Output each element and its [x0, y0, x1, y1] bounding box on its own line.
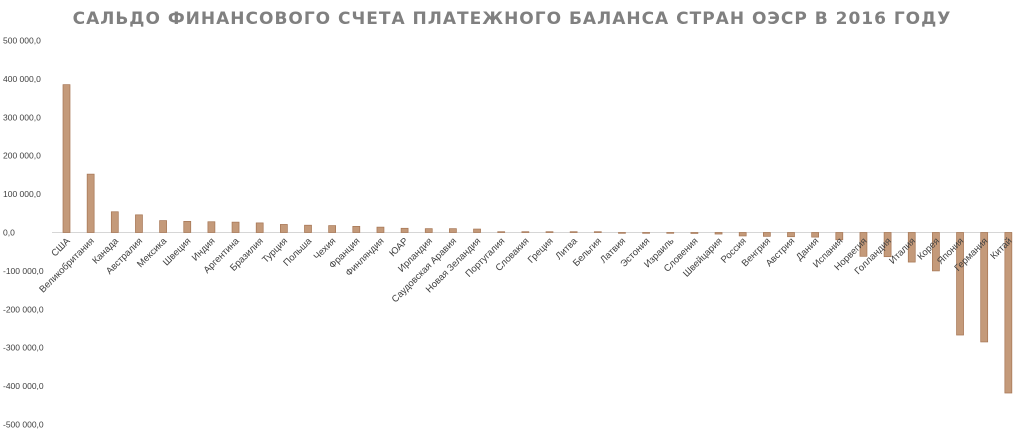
bar: [328, 225, 336, 233]
chart-title: САЛЬДО ФИНАНСОВОГО СЧЕТА ПЛАТЕЖНОГО БАЛА…: [73, 9, 952, 29]
bar: [835, 232, 844, 241]
y-axis: 500 000,0 400 000,0 300 000,0 200 000,0 100 …: [3, 36, 44, 430]
bar: [135, 214, 143, 233]
bar: [618, 232, 626, 234]
y-tick-label: 200 000,0: [3, 151, 41, 161]
bar: [183, 221, 192, 233]
bar: [497, 231, 506, 233]
y-tick-label: -500 000,0: [3, 420, 44, 430]
x-axis-labels: СШАВеликобританияКанадаАвстралияМексикаШ…: [37, 235, 1014, 305]
bar: [86, 173, 95, 233]
bar: [231, 221, 240, 233]
y-tick-label: -200 000,0: [3, 304, 44, 314]
y-tick-label: 100 000,0: [3, 189, 41, 199]
bar: [642, 232, 650, 234]
bar: [738, 232, 747, 237]
bar: [714, 232, 723, 235]
bar: [762, 232, 771, 237]
bar: [400, 227, 409, 233]
y-tick-label: -100 000,0: [3, 266, 44, 276]
bar: [473, 228, 481, 233]
bar: [787, 232, 795, 238]
bar: [907, 232, 916, 263]
bar: [304, 224, 312, 233]
bar: [666, 232, 675, 234]
bar: [811, 232, 820, 238]
y-tick-label: 400 000,0: [3, 74, 41, 84]
bar: [545, 231, 554, 233]
y-tick-label: 300 000,0: [3, 112, 41, 122]
bar: [883, 232, 892, 258]
bar: [352, 226, 361, 233]
bar: [62, 84, 71, 233]
bar: [159, 220, 167, 233]
bar: [569, 231, 578, 233]
y-tick-label: -300 000,0: [3, 343, 44, 353]
x-tick-label: Греция: [526, 236, 556, 266]
bar: [593, 231, 602, 233]
bar: [521, 231, 530, 233]
bar: [255, 222, 264, 233]
y-tick-label: 500 000,0: [3, 36, 41, 46]
bar: [376, 226, 385, 233]
bar: [859, 232, 868, 257]
y-tick-label: 0,0: [3, 228, 15, 238]
bar: [424, 228, 433, 233]
bar: [110, 211, 119, 233]
bar: [449, 228, 457, 233]
bar: [956, 232, 964, 336]
bar: [207, 221, 216, 233]
bar: [690, 232, 699, 234]
y-tick-label: -400 000,0: [3, 381, 44, 391]
bar: [280, 224, 288, 233]
bar: [932, 232, 940, 272]
bar: [980, 232, 989, 343]
bar: [1004, 232, 1013, 394]
bars: [62, 84, 1013, 394]
